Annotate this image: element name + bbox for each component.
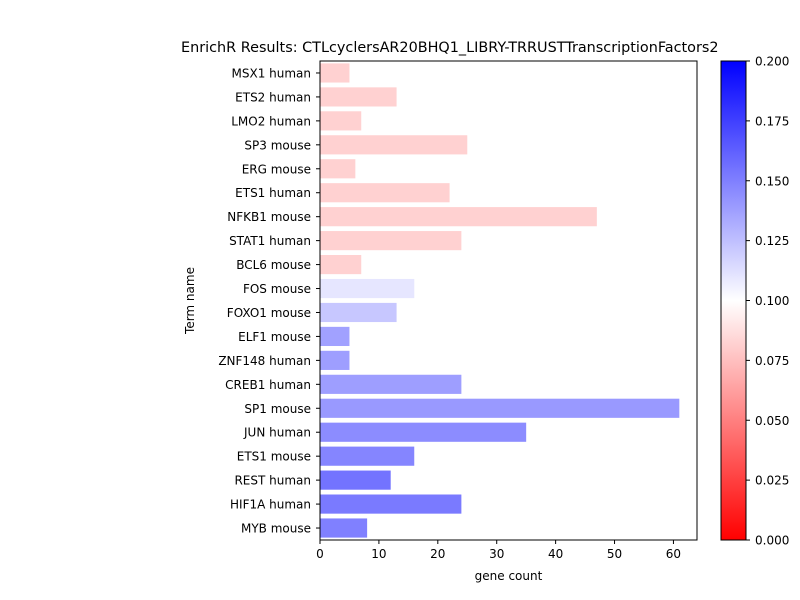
x-axis: 0 10 20 30 40 50 60: [316, 540, 681, 561]
bar-ets2-human: [320, 87, 397, 107]
y-tick-label: FOS mouse: [243, 282, 311, 296]
bar-creb1-human: [320, 374, 462, 394]
bar-nfkb1-mouse: [320, 207, 597, 227]
bar-fos-mouse: [320, 278, 415, 299]
bar-sp3-mouse: [320, 135, 468, 155]
colorbar-tick-label: 0.125: [755, 234, 789, 248]
y-tick-label: SP1 mouse: [244, 402, 311, 416]
bar-elf1-mouse: [320, 326, 350, 347]
x-tick-label: 30: [489, 547, 504, 561]
bar-jun-human: [320, 422, 527, 442]
bar-foxo1-mouse: [320, 302, 397, 323]
x-tick-label: 10: [371, 547, 386, 561]
bar-myb-mouse: [320, 518, 368, 538]
bar-rest-human: [320, 470, 391, 490]
colorbar-tick-label: 0.050: [755, 414, 789, 428]
x-tick-label: 0: [316, 547, 324, 561]
y-tick-label: ETS1 human: [235, 186, 311, 200]
bar-hif1a-human: [320, 494, 462, 514]
colorbar-tick-label: 0.175: [755, 114, 789, 128]
bar-sp1-mouse: [320, 398, 680, 418]
y-tick-label: ETS1 mouse: [237, 450, 311, 464]
x-tick-label: 60: [666, 547, 681, 561]
bar-ets1-human: [320, 183, 450, 203]
colorbar-tick-label: 0.025: [755, 474, 789, 488]
y-tick-label: FOXO1 mouse: [227, 306, 311, 320]
x-tick-label: 50: [607, 547, 622, 561]
y-tick-label: ZNF148 human: [218, 354, 311, 368]
y-axis-label: Term name: [183, 267, 197, 335]
plot-area: [320, 63, 680, 538]
bar-lmo2-human: [320, 111, 362, 131]
y-tick-label: HIF1A human: [230, 498, 311, 512]
y-tick-label: BCL6 mouse: [236, 258, 311, 272]
colorbar-tick-label: 0.150: [755, 174, 789, 188]
y-tick-label: STAT1 human: [229, 234, 311, 248]
x-axis-label: gene count: [475, 569, 543, 583]
y-tick-label: NFKB1 mouse: [227, 210, 311, 224]
colorbar-tick-label: 0.000: [755, 534, 789, 548]
colorbar-tick-label: 0.200: [755, 55, 789, 69]
y-tick-label: SP3 mouse: [244, 138, 311, 152]
y-tick-label: MSX1 human: [232, 66, 312, 80]
x-tick-label: 40: [548, 547, 563, 561]
chart-title: EnrichR Results: CTLcyclersAR20BHQ1_LIBR…: [181, 40, 719, 56]
colorbar-tick-label: 0.075: [755, 354, 789, 368]
y-tick-label: LMO2 human: [231, 114, 311, 128]
bar-stat1-human: [320, 231, 462, 251]
y-tick-label: JUN human: [243, 426, 311, 440]
y-tick-label: ELF1 mouse: [238, 330, 311, 344]
bar-erg-mouse: [320, 159, 356, 179]
x-tick-label: 20: [430, 547, 445, 561]
y-tick-label: CREB1 human: [225, 378, 311, 392]
colorbar: [720, 60, 747, 541]
plot-frame: [319, 60, 698, 541]
y-tick-label: REST human: [234, 474, 311, 488]
y-axis: MSX1 human ETS2 human LMO2 human SP3 mouse E…: [218, 66, 320, 536]
colorbar-axis: 0.000 0.025 0.050 0.075 0.100 0.125 0.150 0.175…: [746, 55, 789, 548]
colorbar-tick-label: 0.100: [755, 294, 789, 308]
y-tick-label: ERG mouse: [242, 162, 311, 176]
y-tick-label: ETS2 human: [235, 90, 311, 104]
y-tick-label: MYB mouse: [241, 522, 311, 536]
bar-ets1-mouse: [320, 446, 415, 466]
bar-msx1-human: [320, 63, 350, 83]
bar-znf148-human: [320, 350, 350, 370]
bar-bcl6-mouse: [320, 254, 362, 275]
